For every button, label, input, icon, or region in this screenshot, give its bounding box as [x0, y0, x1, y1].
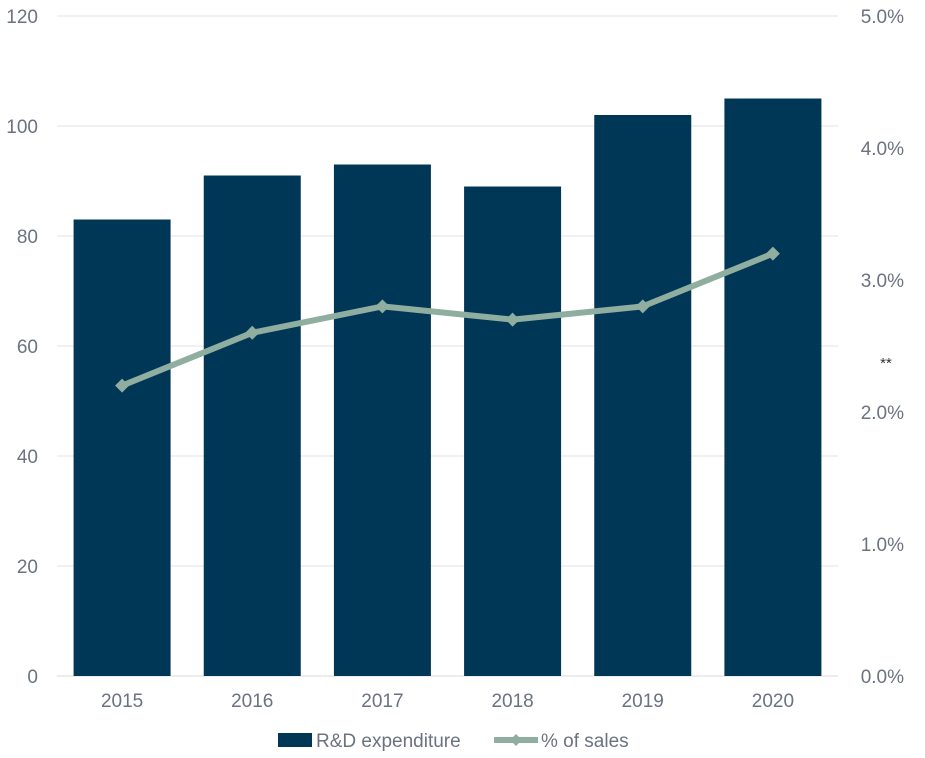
line-point-2017: [375, 299, 390, 314]
y2-tick-label: 0.0%: [861, 667, 904, 688]
x-tick-label: 2020: [752, 691, 794, 712]
line-percent-of-sales: [119, 250, 776, 389]
gridlines: [57, 15, 838, 677]
y-tick-label: 40: [17, 447, 38, 468]
line-point-2016: [245, 325, 260, 340]
y-tick-label: 80: [17, 227, 38, 248]
right-axis-ticks: 0.0% 1.0% 2.0% 3.0% 4.0% 5.0%: [861, 7, 904, 688]
bar-2016: [203, 175, 301, 676]
line-point-2019: [635, 299, 650, 314]
bar-2015: [73, 219, 171, 676]
legend-label-rd-expenditure: R&D expenditure: [316, 731, 461, 752]
legend-marker-percent-of-sales: [510, 734, 522, 746]
x-tick-label: 2019: [622, 691, 664, 712]
bar-2020: [724, 98, 822, 676]
y2-tick-label: 1.0%: [861, 535, 904, 556]
legend-label-percent-of-sales: % of sales: [541, 731, 629, 752]
y-tick-label: 60: [17, 337, 38, 358]
x-axis-ticks: 2015 2016 2017 2018 2019 2020: [101, 691, 794, 712]
bar-2018: [464, 186, 562, 676]
x-tick-label: 2018: [491, 691, 533, 712]
line-point-2015: [115, 378, 130, 393]
y2-tick-label: 4.0%: [861, 139, 904, 160]
x-tick-label: 2015: [101, 691, 143, 712]
legend: R&D expenditure % of sales: [278, 731, 629, 752]
x-tick-label: 2016: [231, 691, 273, 712]
line-point-2020: [765, 246, 780, 261]
y2-tick-label: 3.0%: [861, 271, 904, 292]
bar-series: [73, 98, 822, 676]
x-tick-label: 2017: [361, 691, 403, 712]
legend-swatch-rd-expenditure: [278, 733, 312, 747]
line-point-2018: [505, 312, 520, 327]
y-tick-label: 20: [17, 557, 38, 578]
y-tick-label: 120: [6, 7, 38, 28]
annotation-asterisks: **: [880, 355, 892, 372]
bar-2017: [333, 164, 431, 676]
y2-tick-label: 2.0%: [861, 403, 904, 424]
y2-tick-label: 5.0%: [861, 7, 904, 28]
left-axis-ticks: 0 20 40 60 80 100 120: [6, 7, 38, 688]
bar-2019: [594, 115, 692, 676]
line-series: [115, 246, 780, 393]
y-tick-label: 100: [6, 117, 38, 138]
y-tick-label: 0: [27, 667, 38, 688]
